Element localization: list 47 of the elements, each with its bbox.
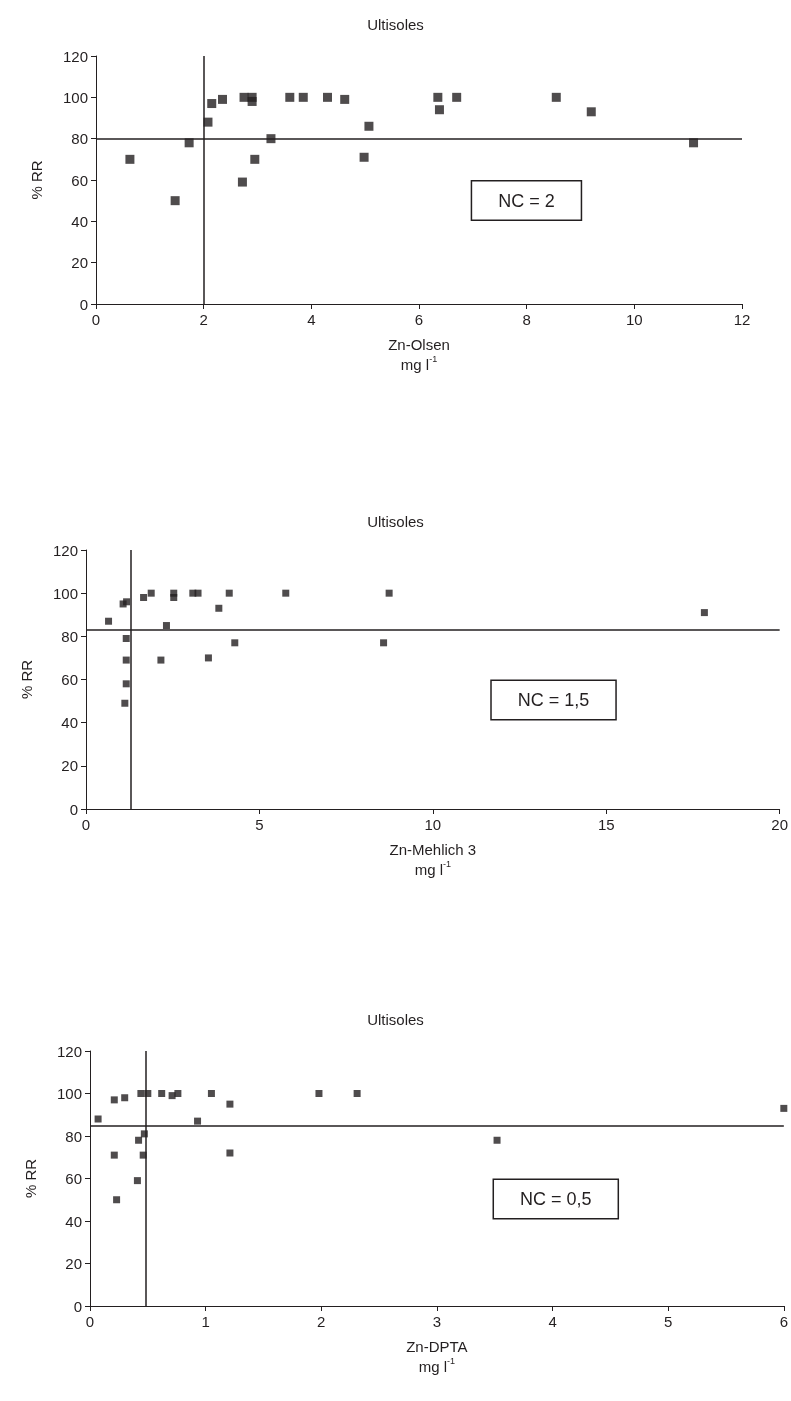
x-tick-label: 8 [522, 311, 531, 328]
x-tick-label: 2 [317, 1313, 326, 1330]
y-tick-label: 20 [61, 757, 78, 775]
x-tick-label: 5 [255, 816, 264, 833]
y-tick-label: 40 [71, 212, 88, 230]
x-tick-label: 10 [424, 816, 442, 833]
y-tick-label: 120 [52, 541, 78, 559]
y-tick-label: 80 [61, 627, 78, 645]
chart-title: Ultisoles [367, 1011, 424, 1028]
annotation: NC = 0,5 [520, 1189, 592, 1209]
y-axis-title: % RR [18, 659, 35, 700]
y-tick-label: 60 [71, 171, 88, 189]
x-tick-label: 12 [733, 311, 751, 328]
x-tick-label: 0 [91, 311, 101, 328]
y-tick-label: 20 [65, 1255, 82, 1272]
y-tick-label: 100 [52, 584, 78, 602]
y-tick-label: 40 [65, 1212, 82, 1230]
x-tick-label: 3 [432, 1313, 442, 1330]
y-tick-label: 60 [65, 1170, 82, 1187]
y-tick-label: 80 [71, 130, 88, 148]
y-tick-label: 80 [65, 1127, 82, 1145]
x-tick-label: 15 [597, 816, 615, 833]
y-tick-label: 0 [79, 295, 88, 313]
y-tick-label: 120 [56, 1042, 82, 1060]
x-tick-label: 6 [779, 1313, 788, 1330]
y-tick-label: 120 [62, 47, 88, 65]
y-tick-label: 0 [73, 1297, 82, 1315]
chart-title: Ultisoles [367, 16, 424, 33]
y-tick-label: 100 [56, 1085, 82, 1102]
chart-title: Ultisoles [367, 513, 424, 530]
x-tick-label: 4 [548, 1313, 557, 1330]
y-tick-label: 40 [61, 714, 78, 732]
annotation: NC = 1,5 [517, 690, 590, 710]
y-axis-title: % RR [22, 1158, 39, 1199]
x-tick-label: 10 [625, 311, 643, 328]
y-tick-label: 60 [61, 671, 78, 688]
x-tick-label: 4 [307, 311, 316, 328]
annotation: NC = 2 [498, 190, 555, 211]
y-tick-label: 0 [69, 800, 78, 818]
x-tick-label: 6 [414, 311, 424, 328]
x-tick-label: 1 [201, 1313, 210, 1330]
y-axis-title: % RR [28, 160, 45, 200]
y-tick-label: 20 [71, 254, 88, 272]
x-tick-label: 2 [199, 311, 208, 328]
x-tick-label: 5 [664, 1313, 673, 1330]
x-tick-label: 20 [771, 816, 788, 833]
y-tick-label: 100 [62, 88, 88, 106]
